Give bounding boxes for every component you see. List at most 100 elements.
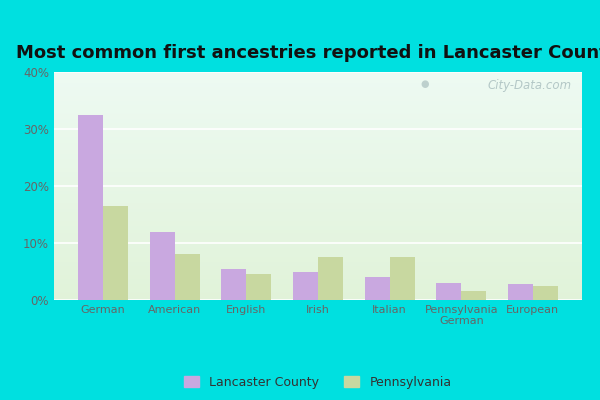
Bar [54,254,582,256]
Bar [54,91,582,92]
Bar [54,235,582,236]
Bar [54,135,582,136]
Bar [54,107,582,108]
Bar [54,118,582,119]
Bar [54,161,582,162]
Bar [54,248,582,249]
Bar [247,274,271,300]
Bar [54,76,582,78]
Bar [54,123,582,124]
Bar [54,124,582,126]
Bar [54,275,582,276]
Bar [54,98,582,99]
Bar [54,240,582,241]
Bar [54,127,582,128]
Bar [54,205,582,206]
Bar [54,232,582,233]
Bar [54,294,582,296]
Bar [54,182,582,184]
Bar [318,257,343,300]
Bar [54,180,582,182]
Bar [54,95,582,96]
Text: ●: ● [421,79,429,89]
Bar [54,229,582,230]
Bar [54,221,582,222]
Bar [54,273,582,274]
Bar [54,160,582,161]
Bar [54,110,582,111]
Bar [54,128,582,129]
Bar [54,178,582,179]
Bar [54,168,582,169]
Bar [54,280,582,281]
Bar [54,187,582,188]
Bar [54,167,582,168]
Bar [54,166,582,167]
Bar [54,284,582,285]
Bar [54,104,582,105]
Bar [54,291,582,292]
Bar [54,163,582,164]
Bar [54,289,582,290]
Bar [54,79,582,80]
Bar [54,249,582,250]
Bar [54,299,582,300]
Bar [54,242,582,243]
Bar [54,87,582,88]
Bar [54,226,582,227]
Bar [365,277,389,300]
Bar [54,179,582,180]
Bar [54,225,582,226]
Bar [54,103,582,104]
Bar [54,261,582,262]
Bar [54,252,582,253]
Bar [54,186,582,187]
Bar [54,227,582,228]
Bar [54,151,582,152]
Bar [54,203,582,204]
Bar [54,177,582,178]
Bar [54,253,582,254]
Bar [54,222,582,224]
Bar [54,245,582,246]
Bar [54,105,582,106]
Bar [54,285,582,286]
Bar [54,262,582,264]
Bar [54,154,582,155]
Bar [54,122,582,123]
Bar [54,296,582,298]
Bar [54,169,582,170]
Bar [54,216,582,217]
Bar [54,115,582,116]
Bar [54,82,582,83]
Bar [54,230,582,232]
Bar [54,120,582,121]
Title: Most common first ancestries reported in Lancaster County: Most common first ancestries reported in… [16,44,600,62]
Bar [54,286,582,288]
Bar [54,148,582,150]
Bar [54,241,582,242]
Legend: Lancaster County, Pennsylvania: Lancaster County, Pennsylvania [179,371,457,394]
Bar [461,292,487,300]
Bar [54,278,582,280]
Bar [54,269,582,270]
Bar [54,256,582,257]
Bar [54,201,582,202]
Bar [54,145,582,146]
Bar [54,270,582,272]
Bar [54,244,582,245]
Bar [54,144,582,145]
Bar [54,159,582,160]
Bar [54,219,582,220]
Bar [54,131,582,132]
Bar [54,266,582,267]
Bar [54,212,582,213]
Bar [54,170,582,171]
Bar [54,259,582,260]
Bar [54,81,582,82]
Bar [54,138,582,139]
Bar [54,198,582,200]
Bar [54,108,582,110]
Bar [54,192,582,193]
Bar [54,208,582,209]
